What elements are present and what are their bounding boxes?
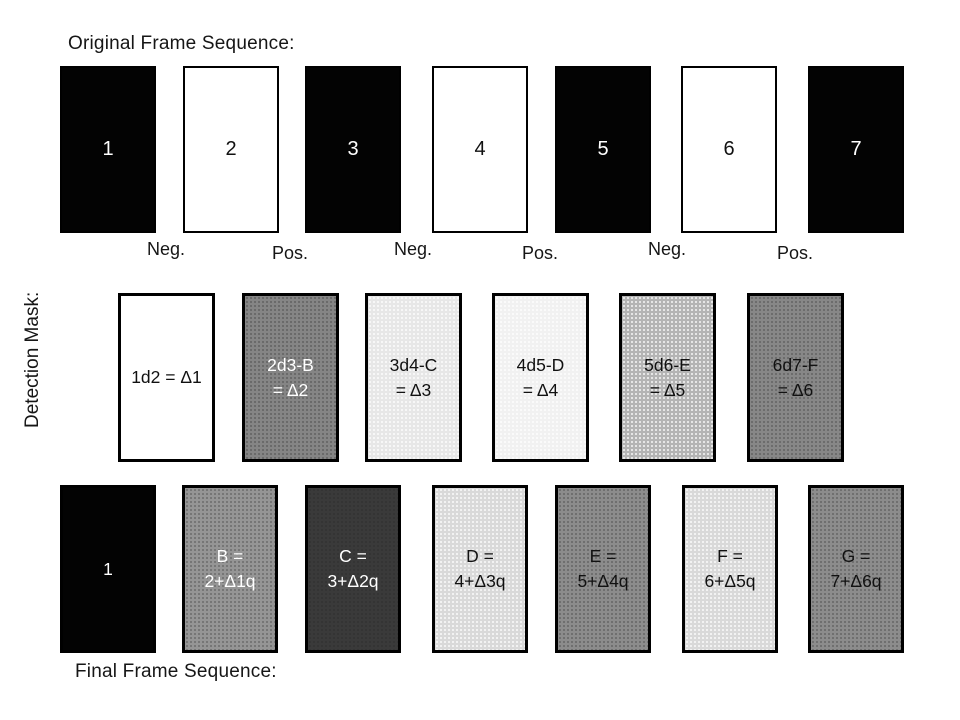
frame-formula-line1: F = — [717, 546, 743, 566]
mask-formula-line2: = Δ2 — [272, 379, 309, 400]
mask-formula-line1: 2d3-B — [267, 354, 314, 375]
detection-mask-2: 2d3-B = Δ2 — [242, 293, 339, 462]
mask-formula-line2: = Δ5 — [649, 379, 686, 400]
original-frame-6: 6 — [681, 66, 777, 233]
mask-formula-line1: 3d4-C — [389, 354, 438, 375]
final-frame-b: B = 2+Δ1q — [182, 485, 278, 653]
frame-formula-line1: C = — [339, 546, 367, 566]
frame-formula-line1: 1 — [103, 558, 113, 579]
final-frame-d: D = 4+Δ3q — [432, 485, 528, 653]
detection-mask-6: 6d7-F = Δ6 — [747, 293, 844, 462]
original-frame-3: 3 — [305, 66, 401, 233]
sign-label-3: Neg. — [393, 239, 433, 259]
frame-number: 7 — [850, 138, 862, 160]
final-frame-g: G = 7+Δ6q — [808, 485, 904, 653]
final-frame-c: C = 3+Δ2q — [305, 485, 401, 653]
final-frame-f: F = 6+Δ5q — [682, 485, 778, 653]
mask-formula-line1: 5d6-E — [644, 354, 691, 375]
frame-formula-line2: 7+Δ6q — [830, 571, 882, 591]
frame-number: 3 — [347, 138, 359, 160]
original-frame-4: 4 — [432, 66, 528, 233]
detection-mask-title: Detection Mask: — [22, 291, 43, 429]
frame-number: 5 — [597, 138, 609, 160]
mask-formula-line1: 4d5-D — [516, 354, 565, 375]
mask-formula-line1: 6d7-F — [772, 354, 819, 375]
sign-label-6: Pos. — [776, 243, 814, 263]
final-frame-e: E = 5+Δ4q — [555, 485, 651, 653]
original-frame-7: 7 — [808, 66, 904, 233]
original-frame-5: 5 — [555, 66, 651, 233]
mask-formula-line2: = Δ4 — [522, 379, 559, 400]
final-sequence-title: Final Frame Sequence: — [75, 661, 277, 682]
detection-mask-1: 1d2 = Δ1 — [118, 293, 215, 462]
frame-number: 6 — [723, 138, 735, 160]
frame-formula-line2: 3+Δ2q — [327, 571, 379, 591]
frame-number: 1 — [102, 138, 114, 160]
frame-number: 2 — [225, 138, 237, 160]
frame-formula-line1: D = — [466, 546, 494, 566]
frame-formula-line2: 6+Δ5q — [704, 571, 756, 591]
sign-label-1: Neg. — [146, 239, 186, 259]
frame-formula-line1: E = — [589, 546, 617, 566]
frame-formula-line2: 4+Δ3q — [454, 571, 506, 591]
detection-mask-4: 4d5-D = Δ4 — [492, 293, 589, 462]
sign-label-5: Neg. — [647, 239, 687, 259]
final-frame-1: 1 — [60, 485, 156, 653]
frame-number: 4 — [474, 138, 486, 160]
frame-formula-line1: B = — [216, 546, 244, 566]
mask-formula-line1: 1d2 = Δ1 — [131, 367, 202, 387]
sign-label-2: Pos. — [271, 243, 309, 263]
original-frame-1: 1 — [60, 66, 156, 233]
original-sequence-title: Original Frame Sequence: — [68, 33, 295, 54]
frame-formula-line2: 5+Δ4q — [577, 571, 629, 591]
frame-formula-line2: 2+Δ1q — [204, 571, 256, 591]
detection-mask-5: 5d6-E = Δ5 — [619, 293, 716, 462]
original-frame-2: 2 — [183, 66, 279, 233]
frame-formula-line1: G = — [841, 546, 871, 566]
detection-mask-3: 3d4-C = Δ3 — [365, 293, 462, 462]
mask-formula-line2: = Δ3 — [395, 379, 432, 400]
sign-label-4: Pos. — [521, 243, 559, 263]
mask-formula-line2: = Δ6 — [777, 379, 814, 400]
